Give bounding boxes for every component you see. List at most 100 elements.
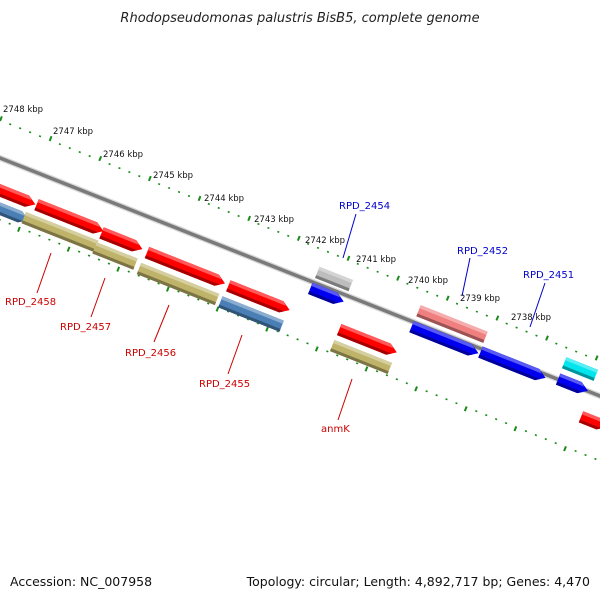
scale-label-2742: 2742 kbp: [305, 236, 345, 246]
gene-bevel-top: [581, 411, 600, 423]
outer-minor-tick: [326, 250, 330, 253]
gene-arrow-red: [578, 411, 600, 430]
inner-minor-tick: [87, 254, 91, 257]
inner-minor-tick: [8, 222, 11, 225]
scale-label-2748: 2748 kbp: [3, 105, 43, 115]
callout-line: [461, 257, 471, 297]
inner-major-tick: [364, 366, 369, 372]
inner-minor-tick: [296, 338, 299, 341]
outer-minor-tick: [187, 194, 191, 198]
gene-bevel-top: [311, 282, 341, 298]
outer-minor-tick: [306, 242, 310, 246]
gene-bevel-bottom: [21, 220, 96, 252]
gene-bevel-bottom: [336, 332, 392, 355]
accession-text: Accession: NC_007958: [10, 574, 152, 589]
inner-minor-tick: [544, 437, 548, 441]
outer-minor-tick: [28, 131, 32, 134]
gene-block-grey: [315, 266, 353, 292]
genome-summary-text: Topology: circular; Length: 4,892,717 bp…: [246, 574, 590, 589]
outer-minor-tick: [565, 346, 568, 349]
inner-major-tick: [116, 266, 121, 272]
outer-major-tick: [396, 275, 400, 281]
inner-minor-tick: [147, 278, 150, 281]
gene-arrow-steel: [0, 198, 29, 223]
gene-bevel-top: [139, 262, 220, 298]
outer-minor-tick: [435, 294, 439, 297]
inner-minor-tick: [28, 230, 31, 233]
inner-major-tick: [563, 445, 567, 452]
gene-bevel-top: [0, 181, 32, 201]
outer-minor-tick: [9, 123, 12, 126]
gene-body: [329, 339, 393, 375]
inner-minor-tick: [38, 234, 41, 237]
outer-minor-tick: [505, 322, 508, 325]
inner-major-tick: [166, 286, 170, 292]
inner-minor-tick: [594, 457, 597, 461]
outer-minor-tick: [207, 202, 211, 206]
inner-minor-tick: [336, 354, 339, 357]
outer-minor-tick: [287, 234, 290, 238]
outer-minor-tick: [157, 182, 161, 186]
gene-block-olive: [92, 242, 138, 270]
outer-minor-tick: [406, 282, 409, 285]
gene-bevel-bottom: [315, 275, 350, 292]
gene-bevel-bottom: [0, 206, 24, 223]
gene-block-olive: [21, 212, 99, 252]
inner-major-tick: [314, 346, 319, 352]
gene-body: [92, 242, 138, 270]
gene-bevel-bottom: [409, 329, 474, 356]
outer-minor-tick: [237, 214, 240, 218]
inner-major-tick: [215, 306, 220, 312]
gene-bevel-bottom: [555, 381, 583, 394]
inner-minor-tick: [405, 382, 409, 385]
outer-major-tick: [346, 255, 351, 261]
scale-label-2747: 2747 kbp: [53, 127, 93, 137]
inner-minor-tick: [177, 290, 180, 293]
gene-bevel-bottom: [218, 304, 281, 332]
gene-label-rpd_2451: RPD_2451: [523, 270, 574, 281]
gene-block-olive: [136, 262, 220, 306]
inner-minor-tick: [475, 410, 478, 413]
outer-minor-tick: [455, 302, 459, 305]
inner-minor-tick: [127, 270, 131, 273]
outer-major-tick: [0, 115, 3, 122]
inner-minor-tick: [107, 262, 111, 265]
gene-bevel-top: [559, 373, 585, 387]
callout-line: [153, 304, 170, 343]
callout-line: [90, 277, 106, 318]
gene-track: [0, 181, 600, 430]
gene-bevel-bottom: [578, 419, 600, 430]
inner-major-tick: [17, 226, 21, 232]
inner-minor-tick: [554, 441, 557, 445]
gene-label-rpd_2452: RPD_2452: [457, 246, 508, 257]
gene-arrow-red: [226, 280, 290, 313]
inner-minor-tick: [286, 334, 289, 337]
inner-minor-tick: [524, 429, 528, 433]
gene-body: [218, 296, 284, 332]
inner-major-tick: [463, 406, 468, 412]
gene-bevel-top: [333, 339, 393, 366]
inner-minor-tick: [157, 282, 160, 285]
outer-major-tick: [545, 335, 549, 341]
inner-minor-tick: [395, 378, 399, 381]
outer-minor-tick: [58, 143, 62, 146]
gene-arrow-red: [336, 323, 397, 355]
gene-arrow-blue: [409, 321, 479, 356]
gene-block-olive: [329, 339, 393, 375]
gene-arrow-red: [144, 246, 226, 286]
outer-major-tick: [445, 295, 450, 301]
gene-body: [315, 266, 353, 292]
inner-minor-tick: [77, 250, 81, 253]
outer-major-tick: [98, 155, 103, 162]
gene-body: [136, 262, 220, 306]
inner-minor-tick: [534, 433, 538, 437]
scale-label-2738: 2738 kbp: [511, 313, 551, 323]
outer-minor-tick: [515, 326, 518, 329]
outer-major-tick: [296, 235, 301, 242]
inner-major-tick: [414, 386, 418, 392]
outer-minor-tick: [336, 254, 340, 257]
outer-major-tick: [197, 195, 202, 202]
gene-bevel-bottom: [308, 291, 339, 304]
outer-minor-tick: [177, 190, 181, 194]
